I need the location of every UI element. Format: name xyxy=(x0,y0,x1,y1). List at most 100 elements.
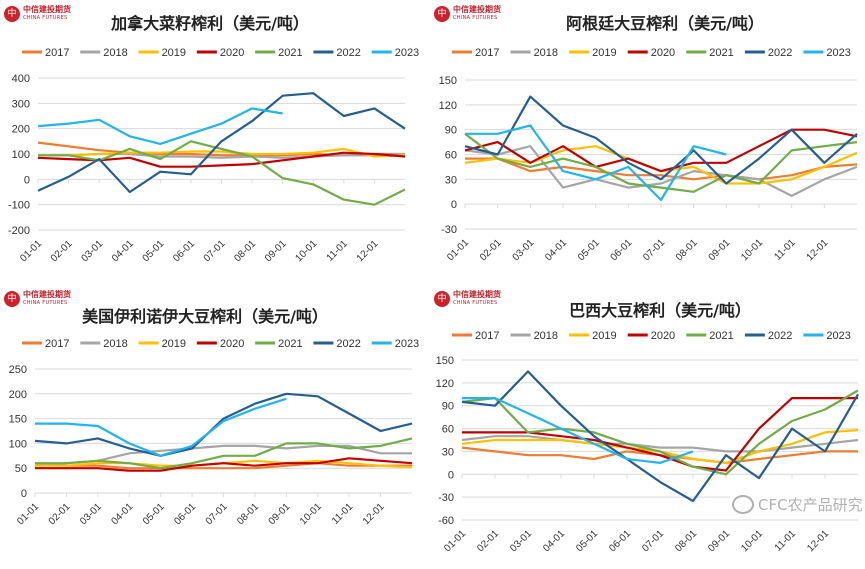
y-tick-label: 0 xyxy=(21,488,27,500)
line-chart: 250 200 150 100 50 001-01 02-01 03-01 04-01 05-01… xyxy=(9,338,420,527)
legend-label: 2018 xyxy=(534,47,558,59)
y-tick-label: 120 xyxy=(436,378,454,390)
chart-title: 巴西大豆榨利（美元/吨） xyxy=(569,301,751,320)
x-tick-label: 05-01 xyxy=(574,528,600,554)
y-tick-label: 60 xyxy=(442,424,454,436)
series-line-2018 xyxy=(461,435,859,453)
x-tick-label: 03-01 xyxy=(508,528,534,554)
y-tick-label: 150 xyxy=(9,414,27,426)
series-line-2021 xyxy=(464,132,858,193)
x-tick-label: 07-01 xyxy=(640,528,666,554)
y-tick-label: 50 xyxy=(15,463,27,475)
x-tick-label: 10-01 xyxy=(298,501,324,527)
legend-label: 2020 xyxy=(651,330,675,342)
series-line-2022 xyxy=(34,392,413,457)
x-tick-label: 11-01 xyxy=(772,237,798,263)
x-tick-label: 05-01 xyxy=(141,238,167,264)
series-line-2020 xyxy=(35,457,413,472)
x-tick-label: 07-01 xyxy=(641,237,667,263)
x-tick-label: 02-01 xyxy=(49,238,75,264)
x-tick-label: 04-01 xyxy=(110,501,136,527)
x-tick-label: 10-01 xyxy=(739,528,765,554)
series-line-2023 xyxy=(462,397,694,464)
x-tick-label: 02-01 xyxy=(475,528,501,554)
series-line-2019 xyxy=(38,147,406,158)
series-line-2022 xyxy=(464,95,858,185)
logo-icon: 中 xyxy=(434,291,450,307)
logo-cn: 中信建投期货 xyxy=(453,5,501,14)
chart-panel: 中中信建投期货 CHINA FUTURES 美国伊利诺伊大豆榨利（美元/吨） 250… xyxy=(0,285,430,569)
legend-label: 2018 xyxy=(534,330,558,342)
y-tick-label: -30 xyxy=(441,224,457,236)
x-tick-label: 08-01 xyxy=(673,528,699,554)
legend-label: 2020 xyxy=(651,47,675,59)
x-tick-label: 02-01 xyxy=(478,237,504,263)
x-tick-label: 10-01 xyxy=(294,238,320,264)
y-tick-label: 0 xyxy=(448,469,454,481)
legend-label: 2021 xyxy=(709,330,733,342)
y-tick-label: 150 xyxy=(439,75,457,87)
y-tick-label: 30 xyxy=(442,446,454,458)
series-line-2023 xyxy=(465,124,727,202)
x-tick-label: 07-01 xyxy=(202,238,228,264)
x-tick-label: 10-01 xyxy=(739,237,765,263)
y-tick-label: 250 xyxy=(9,364,27,376)
legend-label: 2023 xyxy=(826,47,850,59)
y-tick-label: 0 xyxy=(24,174,30,186)
logo-cn: 中信建投期货 xyxy=(453,290,501,299)
x-tick-label: 08-01 xyxy=(235,501,261,527)
china-futures-logo: 中中信建投期货 CHINA FUTURES xyxy=(4,291,71,307)
chart-title: 阿根廷大豆榨利（美元/吨） xyxy=(566,14,764,33)
watermark-text: CFC农产品研究 xyxy=(758,496,863,514)
legend-label: 2018 xyxy=(103,47,127,59)
series-line-2022 xyxy=(37,92,406,194)
legend-label: 2019 xyxy=(162,338,186,350)
y-tick-label: 30 xyxy=(445,174,457,186)
legend-label: 2022 xyxy=(768,47,792,59)
chart-title: 美国伊利诺伊大豆榨利（美元/吨） xyxy=(82,307,328,326)
x-tick-label: 09-01 xyxy=(267,501,293,527)
legend-label: 2018 xyxy=(103,338,127,350)
china-futures-logo: 中中信建投期货 CHINA FUTURES xyxy=(434,6,501,22)
legend-label: 2017 xyxy=(45,338,69,350)
logo-icon: 中 xyxy=(4,6,20,22)
series-line-2022 xyxy=(461,370,859,503)
series-line-2021 xyxy=(461,389,859,476)
x-tick-label: 01-01 xyxy=(15,501,41,527)
logo-icon: 中 xyxy=(4,291,20,307)
x-tick-label: 09-01 xyxy=(706,528,732,554)
legend-label: 2023 xyxy=(826,330,850,342)
y-tick-label: 120 xyxy=(439,100,457,112)
wechat-icon xyxy=(732,495,754,514)
x-tick-label: 06-01 xyxy=(607,528,633,554)
x-tick-label: 04-01 xyxy=(543,237,569,263)
legend-label: 2017 xyxy=(475,330,499,342)
x-tick-label: 01-01 xyxy=(445,237,471,263)
logo-cn: 中信建投期货 xyxy=(23,290,71,299)
y-tick-label: 400 xyxy=(12,73,30,85)
x-tick-label: 11-01 xyxy=(325,238,351,264)
series-line-2021 xyxy=(35,437,413,470)
china-futures-logo: 中中信建投期货 CHINA FUTURES xyxy=(4,6,71,22)
legend-label: 2017 xyxy=(475,47,499,59)
y-tick-label: 200 xyxy=(12,124,30,136)
chart-title: 加拿大菜籽榨利（美元/吨） xyxy=(111,14,309,33)
y-tick-label: 150 xyxy=(436,355,454,367)
x-tick-label: 06-01 xyxy=(171,238,197,264)
logo-en: CHINA FUTURES xyxy=(23,300,68,306)
y-tick-label: -60 xyxy=(438,515,454,527)
y-tick-label: 90 xyxy=(445,125,457,137)
legend-label: 2022 xyxy=(336,47,360,59)
legend-label: 2022 xyxy=(768,330,792,342)
logo-en: CHINA FUTURES xyxy=(23,15,68,21)
y-tick-label: 300 xyxy=(12,98,30,110)
legend-label: 2023 xyxy=(395,338,419,350)
x-tick-label: 06-01 xyxy=(172,501,198,527)
x-tick-label: 06-01 xyxy=(609,237,635,263)
series-line-2018 xyxy=(464,145,858,197)
x-tick-label: 09-01 xyxy=(263,238,289,264)
series-line-2023 xyxy=(37,107,283,145)
x-tick-label: 03-01 xyxy=(78,501,104,527)
